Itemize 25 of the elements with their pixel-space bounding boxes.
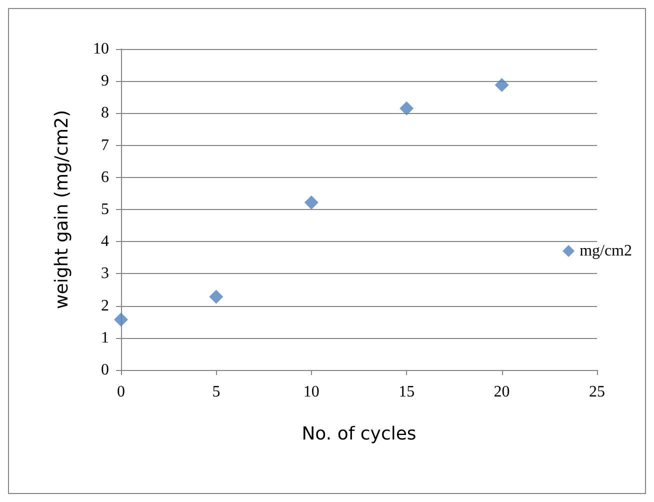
point (209, 290, 224, 304)
y-axis-title: weight gain (mg/cm2) (52, 110, 72, 309)
y-tick-label: 5 (101, 201, 109, 218)
x-tick-label: 5 (212, 384, 220, 400)
y-tick-label: 7 (101, 136, 109, 154)
x-tick-label: 20 (494, 384, 510, 400)
y-tick-label: 10 (93, 40, 109, 58)
point (494, 78, 509, 92)
y-tick-label: 2 (101, 297, 109, 314)
x-tick-label: 10 (303, 384, 320, 400)
point (114, 312, 128, 327)
point (304, 195, 318, 210)
x-axis-title: No. of cycles (302, 424, 416, 444)
y-tick-label: 0 (101, 362, 109, 378)
y-tick-label: 6 (101, 168, 109, 186)
x-tick-label: 25 (589, 384, 605, 400)
y-tick-label: 8 (101, 104, 109, 122)
y-tick-label: 1 (101, 329, 109, 346)
legend-label: mg/cm2 (580, 242, 632, 260)
y-tick-label: 4 (101, 233, 109, 250)
point (400, 101, 414, 116)
x-tick-label: 15 (398, 384, 415, 400)
y-tick-label: 3 (101, 265, 109, 282)
y-tick-label: 9 (101, 72, 109, 90)
x-tick-label: 0 (117, 384, 125, 400)
